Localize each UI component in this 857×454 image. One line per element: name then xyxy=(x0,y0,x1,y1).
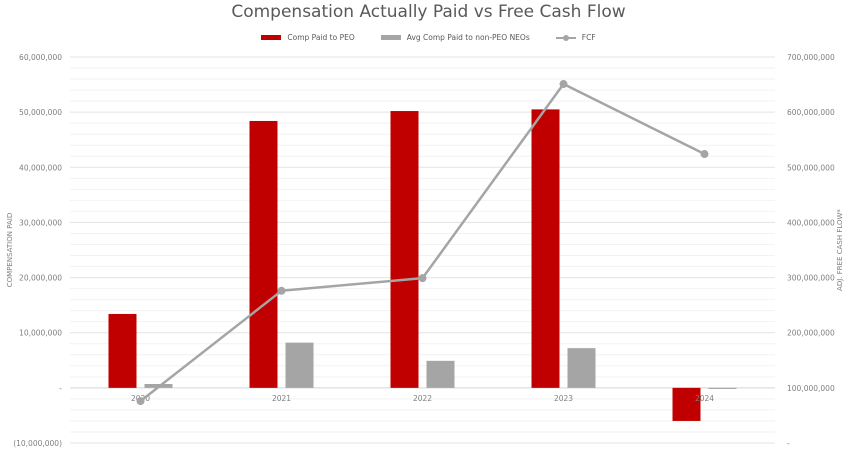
y-axis-tick-label: 40,000,000 xyxy=(19,163,62,172)
y2-axis-tick-label: 700,000,000 xyxy=(787,53,835,62)
legend-label: Comp Paid to PEO xyxy=(287,33,355,42)
y2-axis-tick-label: 600,000,000 xyxy=(787,108,835,117)
y-axis-title: COMPENSATION PAID xyxy=(6,213,14,287)
y-axis-tick-label: 30,000,000 xyxy=(19,218,62,227)
fcf-point-marker xyxy=(559,80,568,89)
bar-comp-peo xyxy=(249,120,278,388)
y2-axis-tick-label: 500,000,000 xyxy=(787,163,835,172)
y2-axis-title: ADJ. FREE CASH FLOW* xyxy=(836,209,844,291)
legend-item-peo: Comp Paid to PEO xyxy=(261,33,355,42)
bar-comp-peo xyxy=(672,387,701,421)
bar-comp-neo xyxy=(567,348,596,388)
y-axis-tick-label: (10,000,000) xyxy=(13,439,62,448)
x-axis-tick-label: 2023 xyxy=(554,394,573,403)
fcf-point-marker xyxy=(418,274,427,283)
x-axis-tick-label: 2024 xyxy=(695,394,714,403)
bar-comp-peo xyxy=(531,109,560,388)
y2-axis-tick-label: 400,000,000 xyxy=(787,218,835,227)
chart-title: Compensation Actually Paid vs Free Cash … xyxy=(231,2,626,22)
y2-axis-tick-label: 100,000,000 xyxy=(787,384,835,393)
chart-legend: Comp Paid to PEO Avg Comp Paid to non-PE… xyxy=(0,33,857,42)
y2-axis-tick-label: 200,000,000 xyxy=(787,329,835,338)
y-axis-tick-label: 60,000,000 xyxy=(19,53,62,62)
legend-swatch-peo xyxy=(261,35,282,40)
fcf-point-marker xyxy=(700,150,709,159)
y-axis-tick-label: 20,000,000 xyxy=(19,274,62,283)
bar-comp-neo xyxy=(285,342,314,388)
legend-label: Avg Comp Paid to non-PEO NEOs xyxy=(406,33,530,42)
x-axis-tick-label: 2022 xyxy=(413,394,432,403)
fcf-point-marker xyxy=(136,397,145,406)
y2-axis-tick-label: 300,000,000 xyxy=(787,274,835,283)
legend-swatch-fcf xyxy=(555,34,576,41)
legend-label: FCF xyxy=(581,33,596,42)
fcf-line xyxy=(139,82,706,403)
legend-swatch-neo xyxy=(380,35,401,40)
y-axis-tick-label: 50,000,000 xyxy=(19,108,62,117)
legend-item-neo: Avg Comp Paid to non-PEO NEOs xyxy=(380,33,530,42)
legend-item-fcf: FCF xyxy=(555,33,596,42)
y2-axis-tick-label: - xyxy=(787,439,790,448)
fcf-point-marker xyxy=(277,286,286,295)
y-axis-tick-label: - xyxy=(59,384,62,393)
bar-comp-peo xyxy=(108,313,137,388)
bar-comp-neo xyxy=(708,387,737,389)
x-axis-tick-label: 2021 xyxy=(272,394,291,403)
bar-comp-peo xyxy=(390,111,419,388)
bar-comp-neo xyxy=(426,360,455,388)
y-axis-tick-label: 10,000,000 xyxy=(19,329,62,338)
